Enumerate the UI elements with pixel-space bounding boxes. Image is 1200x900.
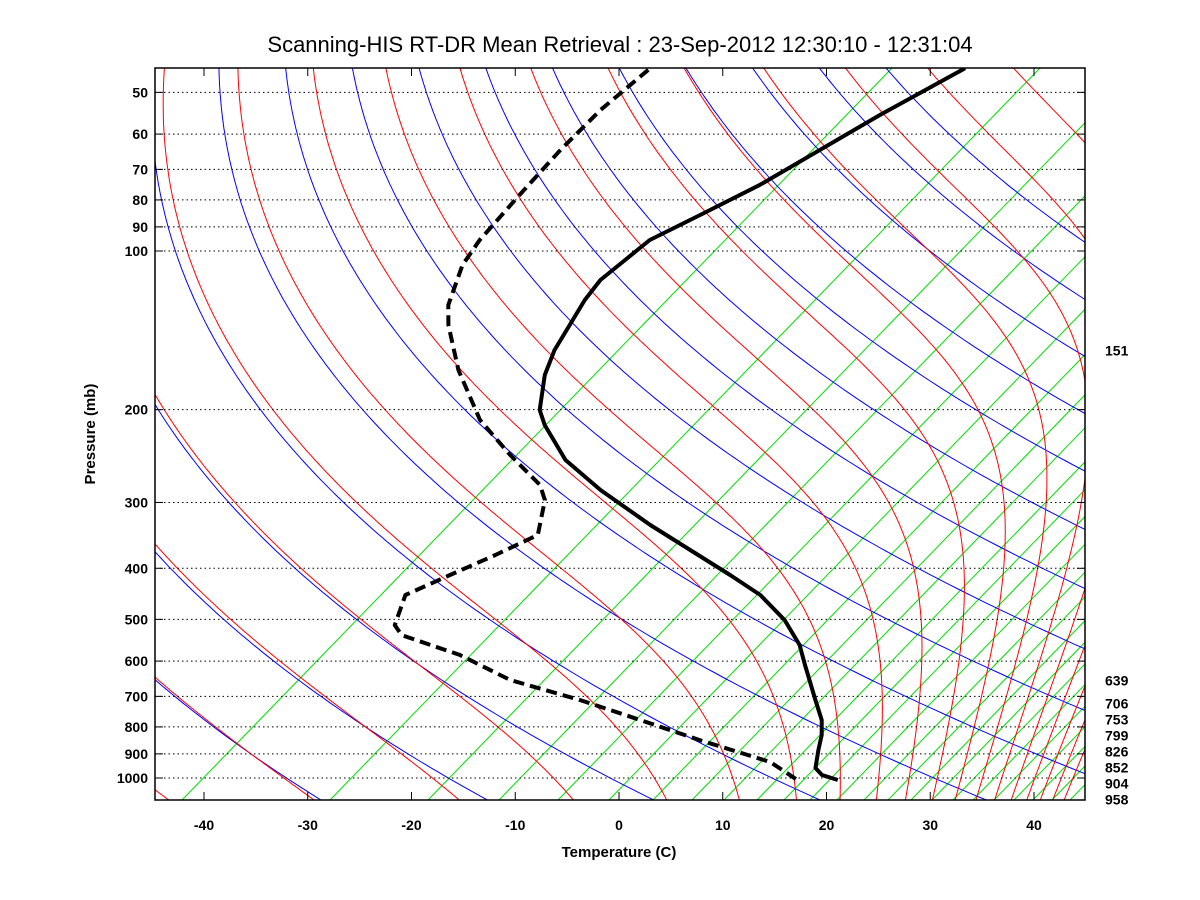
x-tick-label: -40	[194, 817, 214, 833]
x-tick-label: 40	[1026, 817, 1042, 833]
moist-adiabat	[683, 68, 1006, 800]
dry-adiabat	[885, 68, 1085, 244]
moist-adiabat	[1063, 747, 1085, 800]
dry-adiabat	[752, 68, 1085, 358]
mixing-ratio-line	[783, 488, 1085, 800]
x-tick-label: 30	[922, 817, 938, 833]
level-label: 799	[1105, 727, 1129, 743]
level-label: 706	[1105, 695, 1129, 711]
mixing-ratio-line	[931, 641, 1085, 800]
level-label: 852	[1105, 759, 1129, 775]
x-axis-label: Temperature (C)	[562, 844, 677, 861]
y-tick-label: 400	[125, 560, 149, 576]
moist-adiabat	[1013, 68, 1085, 800]
moist-adiabat	[763, 68, 1048, 800]
mixing-ratio-line	[952, 663, 1085, 800]
mixing-ratio-line	[427, 121, 1085, 800]
moist-adiabat	[607, 68, 965, 800]
moist-adiabat	[530, 68, 923, 800]
dry-adiabat	[155, 403, 654, 800]
x-tick-label: -10	[505, 817, 525, 833]
y-tick-label: 80	[132, 192, 148, 208]
y-tick-label: 90	[132, 219, 148, 235]
mixing-ratio-line	[836, 543, 1085, 800]
y-tick-label: 70	[132, 161, 148, 177]
y-tick-label: 200	[125, 402, 149, 418]
mixing-ratio-line	[863, 571, 1085, 800]
y-tick-label: 50	[132, 84, 148, 100]
level-label: 639	[1105, 672, 1129, 688]
dry-adiabat	[485, 68, 1085, 590]
x-tick-label: 20	[819, 817, 835, 833]
dry-adiabat	[351, 68, 1085, 712]
y-tick-label: 500	[125, 611, 149, 627]
mixing-ratio-line	[181, 68, 893, 800]
moist-adiabat	[927, 68, 1085, 800]
y-tick-label: 800	[125, 719, 149, 735]
dry-adiabat	[418, 68, 1085, 650]
temperature-profile-line	[537, 68, 967, 782]
dry-adiabat	[685, 68, 1085, 415]
y-tick-label: 300	[125, 494, 149, 510]
y-tick-label: 900	[125, 746, 149, 762]
moist-adiabat	[845, 68, 1085, 800]
moist-adiabat	[459, 68, 883, 800]
level-label: 826	[1105, 743, 1129, 759]
x-tick-label: -30	[298, 817, 318, 833]
mixing-ratio-line	[498, 195, 1085, 800]
mixing-ratio-line	[887, 596, 1085, 800]
mixing-ratio-line	[756, 461, 1085, 800]
mixing-ratio-line	[652, 353, 1085, 800]
y-tick-label: 60	[132, 126, 148, 142]
mixing-ratio-line	[557, 255, 1085, 800]
moist-adiabat	[155, 393, 574, 800]
x-tick-label: 0	[615, 817, 623, 833]
moist-adiabat	[385, 68, 841, 800]
dry-adiabat	[155, 551, 488, 800]
y-tick-label: 100	[125, 243, 149, 259]
y-axis-label: Pressure (mb)	[82, 384, 99, 485]
mixing-ratio-line	[723, 427, 1085, 800]
axis-ticks: 5060708090100200300400500600700800900100…	[117, 68, 1085, 833]
moist-adiabat	[237, 68, 740, 800]
moist-adiabat	[155, 676, 315, 800]
moist-adiabat	[155, 543, 460, 800]
dry-adiabat	[155, 156, 821, 800]
dry-adiabat	[618, 68, 1085, 472]
moist-adiabat	[162, 68, 668, 800]
chart-title: Scanning-HIS RT-DR Mean Retrieval : 23-S…	[267, 32, 972, 57]
dry-adiabat	[218, 68, 987, 800]
mixing-ratio-line	[608, 308, 1085, 800]
y-tick-label: 700	[125, 688, 149, 704]
mixing-ratio-line	[809, 515, 1085, 800]
moist-adiabat	[1052, 718, 1085, 800]
mixing-ratio-line	[329, 68, 1041, 800]
mixing-ratio-line	[910, 619, 1085, 800]
level-label: 958	[1105, 791, 1129, 807]
level-label: 151	[1105, 342, 1129, 358]
x-tick-label: -20	[401, 817, 421, 833]
y-tick-label: 1000	[117, 770, 148, 786]
moist-adiabat	[312, 68, 797, 800]
x-tick-label: 10	[715, 817, 731, 833]
y-tick-label: 600	[125, 653, 149, 669]
dry-adiabat	[551, 68, 1085, 530]
moist-adiabat	[1039, 684, 1085, 800]
profiles	[392, 68, 967, 784]
plot-frame	[154, 67, 1086, 801]
dry-adiabat	[818, 68, 1085, 301]
level-label: 753	[1105, 711, 1129, 727]
level-label: 904	[1105, 775, 1129, 791]
dewpoint-profile-line	[392, 68, 802, 784]
